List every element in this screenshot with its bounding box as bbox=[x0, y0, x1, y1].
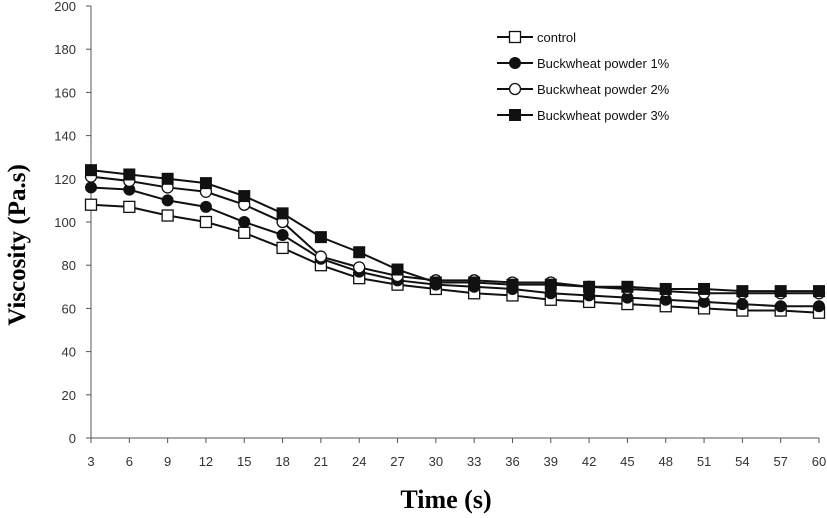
y-tick-label: 0 bbox=[69, 431, 76, 446]
x-tick-label: 33 bbox=[467, 454, 481, 469]
data-point bbox=[544, 278, 557, 291]
data-point bbox=[506, 278, 519, 291]
data-point bbox=[161, 194, 174, 207]
y-axis-title: Viscosity (Pa.s) bbox=[4, 164, 31, 326]
data-point bbox=[621, 280, 634, 293]
data-point bbox=[353, 261, 366, 274]
data-point bbox=[659, 282, 672, 295]
data-point bbox=[314, 231, 327, 244]
data-point bbox=[276, 241, 289, 255]
x-tick-label: 21 bbox=[314, 454, 328, 469]
x-axis-title: Time (s) bbox=[400, 485, 491, 514]
y-tick-label: 200 bbox=[54, 0, 76, 14]
x-tick-label: 36 bbox=[505, 454, 519, 469]
legend-label: Buckwheat powder 2% bbox=[537, 82, 670, 97]
x-tick-label: 39 bbox=[544, 454, 558, 469]
data-point bbox=[199, 177, 212, 190]
series-3 bbox=[84, 170, 826, 300]
data-point bbox=[736, 285, 749, 298]
legend-entry: Buckwheat powder 2% bbox=[497, 82, 670, 97]
data-point bbox=[774, 285, 787, 298]
x-tick-label: 6 bbox=[126, 454, 133, 469]
data-point bbox=[314, 250, 328, 263]
y-tick-label: 20 bbox=[62, 388, 76, 403]
y-tick-label: 100 bbox=[54, 215, 76, 230]
series-line bbox=[90, 175, 819, 295]
data-point bbox=[391, 263, 404, 276]
legend-marker bbox=[508, 82, 522, 96]
data-point bbox=[84, 198, 98, 211]
legend-entry: Buckwheat powder 1% bbox=[497, 56, 670, 71]
data-point bbox=[813, 300, 825, 313]
data-point bbox=[161, 209, 174, 222]
series-layer bbox=[84, 164, 826, 319]
data-point bbox=[161, 172, 174, 185]
data-point bbox=[238, 190, 251, 203]
data-point bbox=[698, 282, 711, 295]
data-point bbox=[813, 285, 825, 298]
data-point bbox=[353, 246, 366, 259]
series-line bbox=[90, 186, 819, 308]
data-point bbox=[238, 226, 251, 239]
series-line bbox=[90, 169, 819, 293]
x-tick-label: 45 bbox=[620, 454, 634, 469]
data-point bbox=[123, 200, 136, 214]
data-point bbox=[238, 216, 251, 228]
y-axis-ticks: 0 20 40 60 80 100 120 140 160 180 200 bbox=[54, 0, 91, 446]
data-point bbox=[85, 164, 97, 177]
series-4 bbox=[85, 164, 825, 298]
y-tick-label: 60 bbox=[62, 301, 76, 316]
legend-marker bbox=[509, 57, 521, 69]
data-point bbox=[199, 215, 213, 229]
y-tick-label: 140 bbox=[54, 129, 76, 144]
y-tick-label: 120 bbox=[54, 172, 76, 187]
x-tick-label: 24 bbox=[352, 454, 366, 469]
data-point bbox=[583, 280, 596, 293]
y-tick-label: 160 bbox=[54, 85, 76, 100]
series-line bbox=[90, 203, 820, 314]
x-tick-label: 3 bbox=[87, 454, 94, 469]
x-tick-label: 12 bbox=[199, 454, 213, 469]
data-point bbox=[276, 228, 289, 241]
x-tick-label: 18 bbox=[275, 454, 289, 469]
x-tick-label: 15 bbox=[237, 454, 251, 469]
legend-marker bbox=[508, 30, 522, 44]
legend-entry: control bbox=[497, 30, 576, 45]
legend: control Buckwheat powder 1% Buckwheat powd… bbox=[497, 30, 670, 123]
data-point bbox=[736, 298, 749, 311]
data-point bbox=[85, 181, 97, 194]
x-tick-label: 42 bbox=[582, 454, 596, 469]
y-tick-label: 40 bbox=[62, 345, 76, 360]
legend-label: control bbox=[537, 30, 576, 45]
series-1 bbox=[84, 198, 826, 319]
x-tick-label: 60 bbox=[812, 454, 826, 469]
x-tick-label: 9 bbox=[164, 454, 171, 469]
data-point bbox=[774, 300, 787, 313]
data-point bbox=[276, 207, 289, 220]
x-tick-label: 27 bbox=[390, 454, 404, 469]
legend-label: Buckwheat powder 3% bbox=[537, 108, 670, 123]
data-point bbox=[429, 276, 442, 289]
x-tick-label: 30 bbox=[429, 454, 443, 469]
data-point bbox=[468, 276, 481, 289]
series-2 bbox=[85, 181, 825, 313]
y-tick-label: 80 bbox=[62, 258, 76, 273]
x-axis-ticks: 3 6 9 12 15 18 21 24 27 30 33 36 39 42 45 48 51 54 57 60 bbox=[87, 438, 826, 469]
legend-entry: Buckwheat powder 3% bbox=[497, 108, 670, 123]
legend-marker bbox=[509, 109, 521, 121]
legend-label: Buckwheat powder 1% bbox=[537, 56, 670, 71]
data-point bbox=[199, 200, 212, 213]
x-tick-label: 54 bbox=[735, 454, 749, 469]
x-tick-label: 51 bbox=[697, 454, 711, 469]
data-point bbox=[123, 168, 136, 181]
x-tick-label: 48 bbox=[659, 454, 673, 469]
x-tick-label: 57 bbox=[773, 454, 787, 469]
y-tick-label: 180 bbox=[54, 42, 76, 57]
